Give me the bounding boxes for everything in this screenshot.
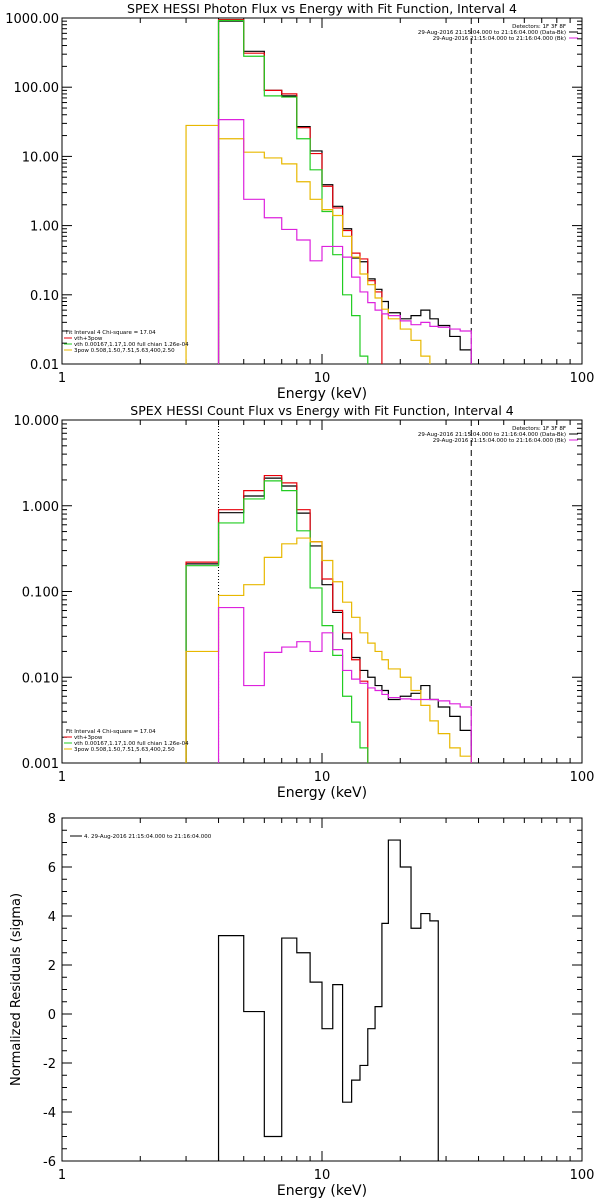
y-tick-label: 0.10 xyxy=(30,289,59,304)
y-tick-label: 1000.00 xyxy=(5,12,59,27)
legend-top-right-item: 29-Aug-2016 21:15:04.000 to 21:16:04.000… xyxy=(433,36,566,42)
legend-top-right-item: Detectors: 1F 3F 8F xyxy=(512,426,566,432)
x-axis-label: Energy (keV) xyxy=(277,386,367,402)
series-bkg-line xyxy=(217,119,472,364)
y-tick-label: 0.010 xyxy=(22,671,59,686)
chart-count: SPEX HESSI Count Flux vs Energy with Fit… xyxy=(14,403,595,801)
x-tick-label: 1 xyxy=(58,770,66,785)
series-vth-line xyxy=(185,480,369,763)
y-tick-label: 1.000 xyxy=(22,500,59,515)
x-tick-label: 100 xyxy=(570,371,595,386)
legend-bottom-left-item: Fit Interval 4 Chi-square = 17.04 xyxy=(66,729,156,735)
chart-resid: 1 10 100 -6 -4 -2 0 2 4 6 8 Energy (keV) Normalized … xyxy=(9,812,594,1199)
legend-top-right-item: 29-Aug-2016 21:15:04.000 to 21:16:04.000… xyxy=(418,30,566,36)
y-tick-label: -4 xyxy=(43,1106,56,1121)
legend-top-right-item: 29-Aug-2016 21:15:04.000 to 21:16:04.000… xyxy=(418,432,566,438)
x-tick-label: 1 xyxy=(58,1168,66,1183)
y-tick-label: 0 xyxy=(48,1008,56,1023)
y-tick-label: 0.01 xyxy=(30,358,59,373)
x-tick-label: 1 xyxy=(58,371,66,386)
x-tick-label: 10 xyxy=(314,1168,331,1183)
x-tick-label: 100 xyxy=(570,770,595,785)
y-tick-label: 6 xyxy=(48,861,56,876)
y-tick-label: 0.001 xyxy=(22,757,59,772)
x-tick-label: 10 xyxy=(314,371,331,386)
legend-top-right-item: 29-Aug-2016 21:15:04.000 to 21:16:04.000… xyxy=(433,438,566,444)
series-3pow-line xyxy=(185,124,431,364)
y-tick-label: -2 xyxy=(43,1057,56,1072)
y-axis-label: Normalized Residuals (sigma) xyxy=(9,893,24,1086)
chart-title: SPEX HESSI Photon Flux vs Energy with Fi… xyxy=(127,1,517,16)
legend-bottom-left-item: vth+3pow xyxy=(74,336,103,342)
x-tick-label: 10 xyxy=(314,770,331,785)
x-axis-label: Energy (keV) xyxy=(277,785,367,801)
legend-bottom-left-item: vth 0.00167,1.17,1.00 full chian 1.26e-0… xyxy=(74,342,189,348)
legend-bottom-left-item: vth 0.00167,1.17,1.00 full chian 1.26e-0… xyxy=(74,741,189,747)
y-tick-label: 100.00 xyxy=(14,81,60,96)
y-tick-label: 0.100 xyxy=(22,586,59,601)
y-tick-label: 10.00 xyxy=(22,150,59,165)
y-tick-label: 10.000 xyxy=(14,414,60,429)
legend-bottom-left-item: Fit Interval 4 Chi-square = 17.04 xyxy=(66,330,156,336)
series-vth-line xyxy=(217,19,369,364)
chart-title: SPEX HESSI Count Flux vs Energy with Fit… xyxy=(130,403,513,418)
y-tick-label: 2 xyxy=(48,959,56,974)
legend-top-right-item: Detectors: 1F 3F 8F xyxy=(512,24,566,30)
x-axis-label: Energy (keV) xyxy=(277,1183,367,1199)
legend-top-left-item: 4. 29-Aug-2016 21:15:04.000 to 21:16:04.… xyxy=(84,834,212,840)
y-tick-label: 1.00 xyxy=(30,220,59,235)
chart-photon: SPEX HESSI Photon Flux vs Energy with Fi… xyxy=(5,1,594,402)
legend-bottom-left-item: vth+3pow xyxy=(74,735,103,741)
y-tick-label: 4 xyxy=(48,910,56,925)
x-tick-label: 100 xyxy=(570,1168,595,1183)
y-tick-label: -6 xyxy=(43,1155,56,1170)
legend-bottom-left-item: 3pow 0.508,1.50,7.51,5.63,400,2.50 xyxy=(74,747,175,753)
series-4-line xyxy=(217,839,439,1161)
series-bkg-line xyxy=(217,606,472,763)
series-3pow-line xyxy=(185,537,472,763)
y-tick-label: 8 xyxy=(48,812,56,827)
legend-bottom-left-item: 3pow 0.508,1.50,7.51,5.63,400,2.50 xyxy=(74,348,175,354)
